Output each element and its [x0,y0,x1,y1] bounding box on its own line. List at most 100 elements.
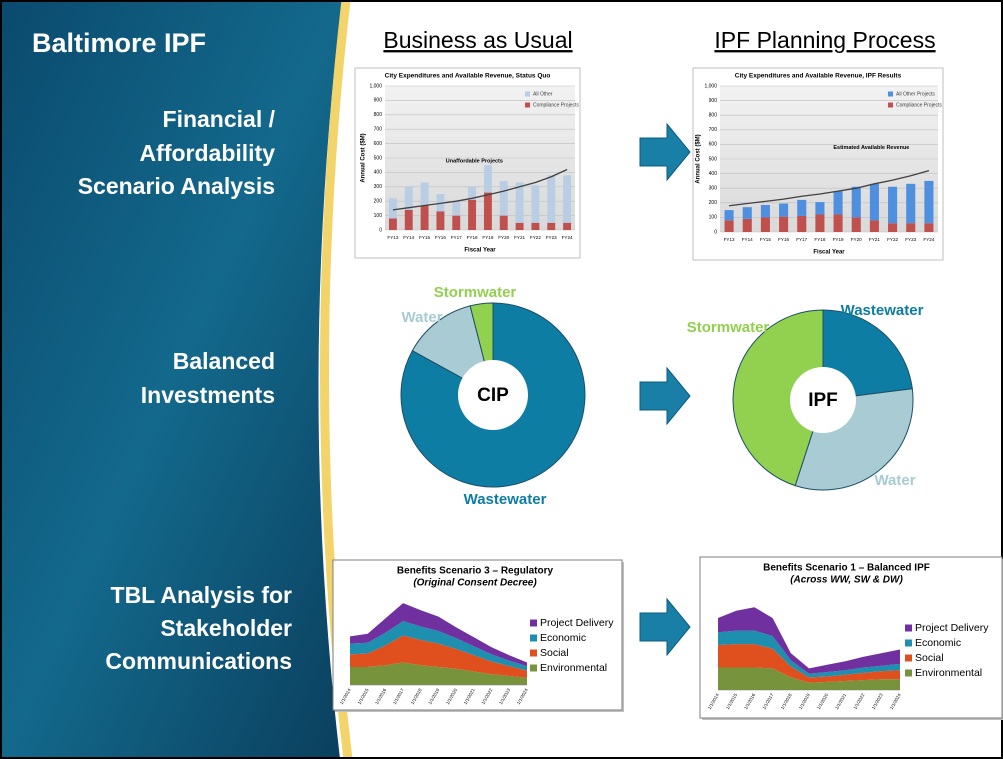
bar [563,222,572,230]
chart-title: City Expenditures and Available Revenue,… [385,73,551,80]
x-tick-label: FY22 [887,237,898,242]
bar [468,186,477,200]
bar [515,222,524,230]
y-tick-label: 300 [374,184,383,190]
bar [906,183,916,224]
annotation: Unaffordable Projects [446,158,503,164]
slide-title: Baltimore IPF [32,28,206,58]
y-tick-label: 900 [709,98,718,104]
bar [724,210,734,221]
legend-label: Economic [540,632,586,644]
bar [436,211,445,230]
arrow [639,597,691,657]
y-tick-label: 500 [374,155,383,161]
bar [779,203,789,217]
row-label: Scenario Analysis [78,173,275,199]
area [718,644,900,683]
x-axis-label: Fiscal Year [464,248,496,254]
x-tick-label: FY14 [403,235,414,240]
bar [452,215,461,230]
bar [531,185,540,223]
legend-label: Social [540,647,569,659]
bar [515,182,524,223]
x-tick-label: FY19 [833,237,844,242]
bar [851,186,861,218]
x-tick-label: FY18 [814,237,825,242]
column-header: Business as Usual [383,27,572,53]
legend-label: Project Delivery [915,622,989,634]
chart-subtitle: (Original Consent Decree) [413,578,537,589]
x-tick-label: FY16 [435,235,446,240]
donut-hole [790,367,856,433]
bar [869,220,879,232]
y-tick-label: 800 [709,113,718,119]
slice-label: Water [874,472,915,489]
row-label: Stakeholder [160,615,292,641]
bar [815,214,825,232]
column-header: IPF Planning Process [714,27,935,53]
legend-label: Project Delivery [540,617,614,629]
side-panel [0,0,342,759]
y-tick-label: 200 [374,199,383,205]
y-tick-label: 1,000 [369,83,382,89]
y-tick-label: 400 [709,171,718,177]
legend-label: Social [915,652,944,664]
y-axis-label: Annual Cost ($M) [696,134,702,183]
bar [724,220,734,232]
annotation: Estimated Available Revenue [833,145,909,151]
bar [779,216,789,232]
pie-slice [732,309,824,487]
y-tick-label: 500 [709,156,718,162]
y-tick-label: 600 [374,141,383,147]
area [350,603,527,667]
legend-swatch [530,634,537,642]
legend-swatch [905,639,912,647]
area [350,621,527,671]
bar [906,223,916,232]
legend-label: Compliance Projects [533,102,579,108]
y-tick-label: 1,000 [704,83,717,89]
area [718,607,900,674]
slice-label: Stormwater [687,319,770,336]
legend-label: Economic [915,637,961,649]
x-tick-label: FY21 [869,237,880,242]
arrow [639,366,691,426]
x-tick-label: FY21 [514,235,525,240]
row-label: Financial / [163,106,276,132]
legend-swatch [905,624,912,632]
donut-hole [458,360,528,430]
x-tick-label: FY24 [923,237,934,242]
bar [404,186,413,210]
center-label: CIP [477,385,509,406]
legend-swatch [530,664,537,672]
bar [851,217,861,232]
y-axis-label: Annual Cost ($M) [361,133,367,182]
legend-swatch [525,102,530,108]
x-tick-label: FY22 [530,235,541,240]
x-tick-label: FY23 [905,237,916,242]
row-label: TBL Analysis for [111,582,293,608]
arrow [639,122,691,182]
x-tick-label: FY19 [482,235,493,240]
bar [797,199,807,216]
area [718,667,900,690]
bar [833,191,843,215]
y-tick-label: 100 [709,215,718,221]
row-label: Affordability [140,140,276,166]
bar [742,207,752,219]
bar [531,222,540,230]
legend-swatch [525,91,530,97]
center-label: IPF [808,390,838,411]
chart-title: Benefits Scenario 1 – Balanced IPF [763,563,930,574]
revenue-line [392,168,568,211]
legend-label: All Other Projects [896,91,935,97]
x-tick-label: FY20 [851,237,862,242]
bar [760,204,770,218]
bar [563,175,572,223]
revenue-line [729,170,930,207]
chart-subtitle: (Across WW, SW & DW) [790,575,903,586]
legend-swatch [905,654,912,662]
